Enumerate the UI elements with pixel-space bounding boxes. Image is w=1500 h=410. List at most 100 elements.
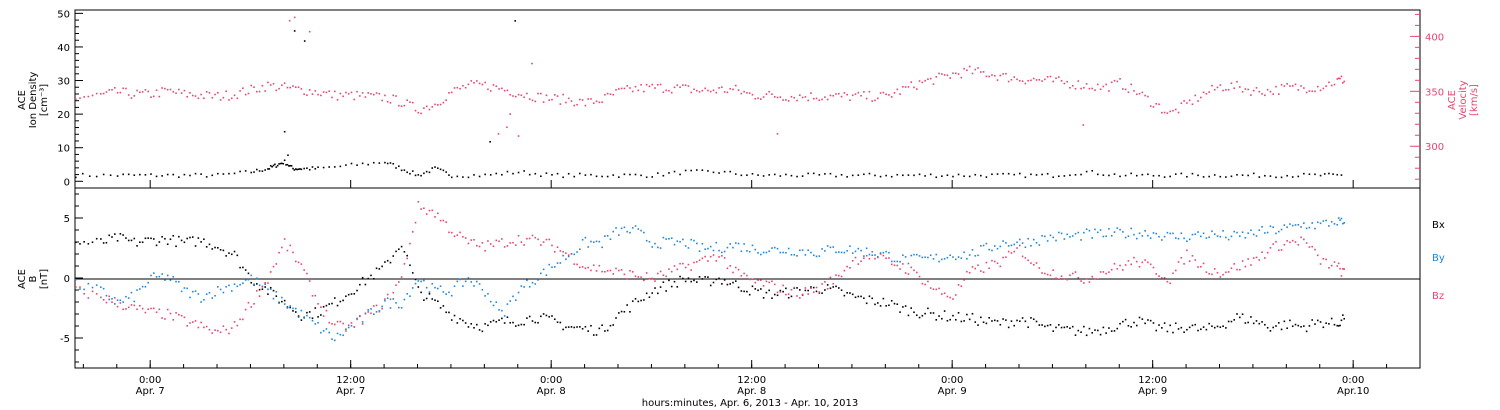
velocity-point	[1280, 83, 1283, 86]
bz-point	[629, 269, 631, 272]
bx-point	[484, 323, 486, 325]
bx-point	[139, 241, 141, 244]
density-point	[1041, 173, 1043, 176]
bz-point	[840, 275, 843, 278]
velocity-point	[161, 87, 163, 89]
bz-point	[152, 307, 155, 310]
density-point	[545, 172, 548, 174]
bz-point	[835, 274, 837, 276]
velocity-point	[414, 109, 417, 112]
velocity-point	[272, 82, 275, 85]
by-point	[829, 246, 832, 249]
bz-point	[743, 272, 745, 275]
by-point	[523, 286, 525, 288]
bx-point	[356, 289, 358, 292]
density-point	[640, 174, 642, 177]
density-point	[946, 174, 949, 176]
bz-point	[996, 262, 999, 265]
by-point	[87, 282, 90, 285]
bx-point	[1241, 313, 1244, 316]
bz-point	[1250, 264, 1252, 266]
velocity-point	[974, 68, 977, 71]
velocity-point	[821, 98, 823, 101]
velocity-point	[308, 89, 311, 91]
velocity-point	[439, 103, 442, 106]
density-point	[974, 173, 977, 176]
bottom-ylabel: ACE B [nT]	[17, 269, 50, 289]
by-point	[665, 238, 667, 240]
velocity-point	[796, 99, 798, 102]
velocity-point	[559, 103, 562, 105]
by-point	[111, 298, 113, 300]
by-point	[105, 294, 108, 297]
bx-point	[236, 254, 239, 257]
velocity-point	[1188, 99, 1191, 102]
bz-point	[821, 283, 823, 285]
bz-point	[999, 265, 1002, 268]
velocity-point	[278, 87, 280, 90]
density-point	[462, 176, 464, 178]
by-point	[598, 240, 601, 243]
bx-point	[1183, 331, 1185, 333]
by-point	[152, 272, 155, 274]
bz-point	[139, 304, 141, 307]
velocity-point	[431, 106, 434, 108]
y-left-tick-label: 50	[57, 9, 70, 20]
velocity-point	[751, 93, 754, 96]
density-point	[1119, 175, 1121, 178]
density-point	[941, 175, 943, 177]
density-point	[662, 174, 665, 177]
by-point	[1208, 236, 1210, 239]
by-point	[1272, 226, 1275, 229]
bx-point	[1297, 324, 1300, 327]
by-point	[606, 235, 609, 237]
velocity-point	[876, 97, 879, 100]
bx-point	[913, 311, 915, 314]
by-point	[771, 247, 773, 249]
by-point	[545, 274, 548, 276]
top-right-ylabel-line1: ACE	[1447, 90, 1458, 110]
velocity-point	[1236, 80, 1238, 83]
velocity-point	[350, 91, 353, 94]
bx-point	[105, 241, 108, 244]
bz-point	[1188, 260, 1191, 262]
density-point	[300, 168, 303, 171]
velocity-point	[1177, 111, 1180, 114]
bottom-panel-frame	[74, 187, 1421, 369]
by-point	[478, 283, 481, 285]
density-point	[308, 168, 311, 171]
bz-point	[1336, 265, 1339, 267]
bz-point	[559, 250, 562, 252]
density-point	[785, 173, 787, 176]
bx-point	[189, 236, 191, 239]
bz-point	[136, 308, 138, 311]
bx-point	[804, 289, 807, 292]
bx-point	[428, 293, 431, 295]
bz-point	[381, 307, 383, 310]
velocity-outlier	[776, 133, 779, 135]
bz-point	[684, 266, 687, 269]
velocity-point	[320, 94, 322, 97]
by-point	[1303, 222, 1305, 224]
bx-point	[851, 293, 854, 296]
bx-point	[1135, 324, 1138, 327]
bz-point	[303, 269, 305, 271]
by-point	[993, 245, 996, 247]
x-tick-label-time: 0:00	[139, 375, 161, 386]
by-point	[815, 255, 818, 258]
bx-point	[1336, 324, 1339, 327]
bx-point	[684, 280, 687, 283]
velocity-point	[938, 72, 940, 75]
legend-by: By	[1432, 253, 1445, 264]
bz-point	[857, 263, 860, 265]
bx-point	[261, 288, 264, 291]
bz-point	[1147, 261, 1149, 264]
bz-point	[643, 279, 645, 282]
bx-point	[1005, 319, 1007, 321]
density-point	[1124, 174, 1127, 177]
by-point	[1225, 236, 1227, 239]
by-point	[272, 297, 275, 300]
bz-point	[1144, 259, 1146, 261]
by-point	[835, 251, 837, 254]
velocity-point	[587, 98, 589, 100]
